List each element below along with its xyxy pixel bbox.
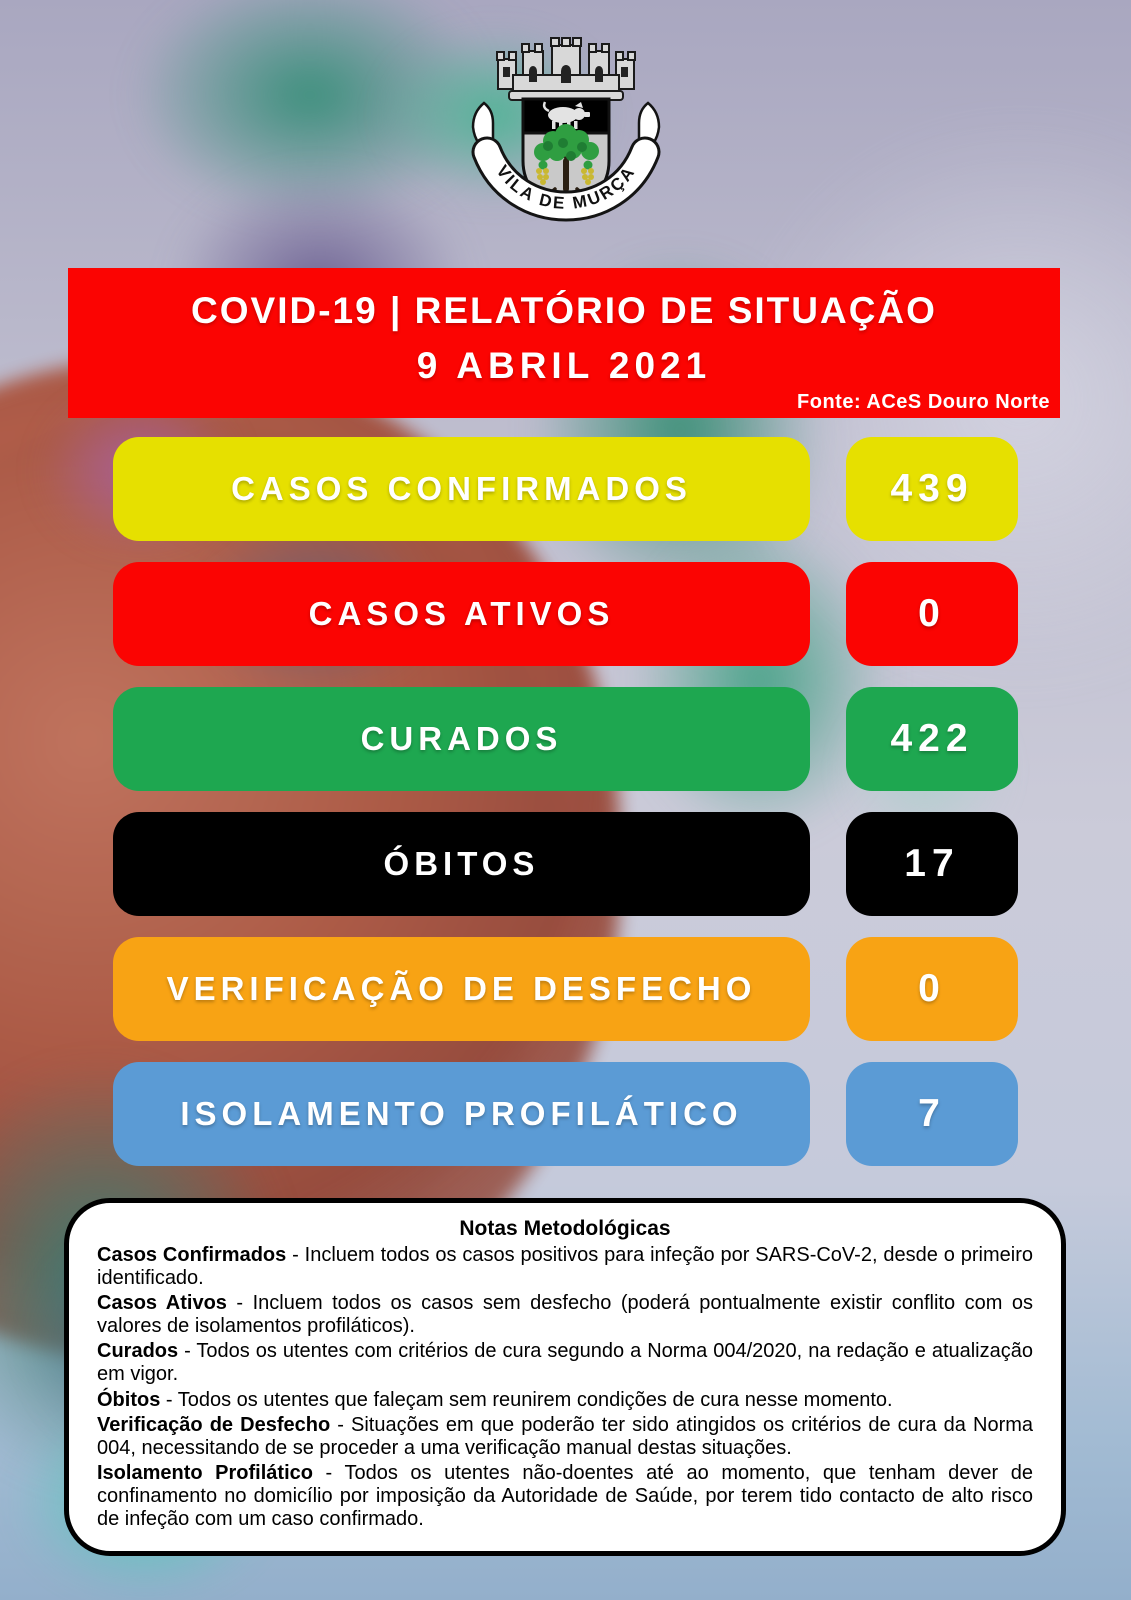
- tree-icon: [534, 124, 599, 201]
- note-item: Casos Ativos - Incluem todos os casos se…: [97, 1292, 1033, 1337]
- report-source: Fonte: ACeS Douro Norte: [797, 391, 1050, 413]
- note-text: - Incluem todos os casos sem desfecho (p…: [97, 1292, 1033, 1337]
- note-item: Isolamento Profilático - Todos os utente…: [97, 1462, 1033, 1530]
- report-header: COVID-19 | RELATÓRIO DE SITUAÇÃO 9 ABRIL…: [68, 268, 1060, 418]
- mural-crown-icon: [496, 37, 636, 101]
- notes-list: Casos Confirmados - Incluem todos os cas…: [97, 1244, 1033, 1530]
- note-item: Verificação de Desfecho - Situações em q…: [97, 1414, 1033, 1459]
- note-term: Verificação de Desfecho: [97, 1414, 331, 1437]
- note-text: - Situações em que poderão ter sido atin…: [97, 1414, 1034, 1459]
- note-item: Óbitos - Todos os utentes que faleçam se…: [97, 1389, 1033, 1412]
- note-item: Curados - Todos os utentes com critérios…: [97, 1340, 1033, 1385]
- report-title: COVID-19 | RELATÓRIO DE SITUAÇÃO: [191, 290, 937, 331]
- note-text: - Todos os utentes com critérios de cura…: [97, 1340, 1033, 1385]
- note-term: Isolamento Profilático: [97, 1462, 313, 1485]
- shield: [521, 97, 611, 216]
- vila-de-murca-crest: VILA DE MURÇA: [471, 37, 661, 222]
- note-term: Óbitos: [97, 1388, 161, 1411]
- note-text: - Todos os utentes não-doentes até ao mo…: [97, 1462, 1033, 1530]
- notes-panel: Notas Metodológicas Casos Confirmados - …: [64, 1198, 1066, 1556]
- grapes-icon: [536, 160, 594, 185]
- note-text: - Incluem todos os casos positivos para …: [97, 1244, 1033, 1289]
- note-item: Casos Confirmados - Incluem todos os cas…: [97, 1244, 1033, 1289]
- boar-icon: [542, 101, 590, 129]
- note-term: Casos Confirmados: [97, 1244, 287, 1266]
- report-date: 9 ABRIL 2021: [416, 345, 712, 386]
- note-term: Curados: [97, 1340, 179, 1363]
- note-term: Casos Ativos: [97, 1292, 227, 1315]
- note-text: - Todos os utentes que faleçam sem reuni…: [160, 1388, 893, 1411]
- notes-title: Notas Metodológicas: [459, 1217, 671, 1240]
